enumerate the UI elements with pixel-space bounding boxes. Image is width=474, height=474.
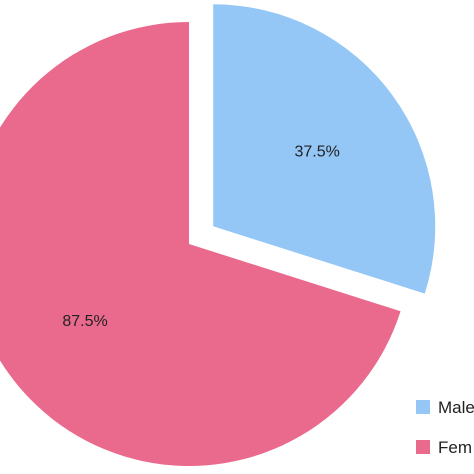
legend-label-male: Male [438, 398, 474, 417]
legend: Male Fem [416, 398, 474, 457]
slice-label-female: 87.5% [62, 313, 107, 330]
pie-slice-female [0, 22, 401, 466]
pie-slice-male [213, 4, 436, 294]
legend-swatch-female [416, 440, 430, 454]
slice-label-male: 37.5% [294, 143, 339, 160]
legend-swatch-male [416, 400, 430, 414]
legend-label-female: Fem [438, 438, 472, 457]
